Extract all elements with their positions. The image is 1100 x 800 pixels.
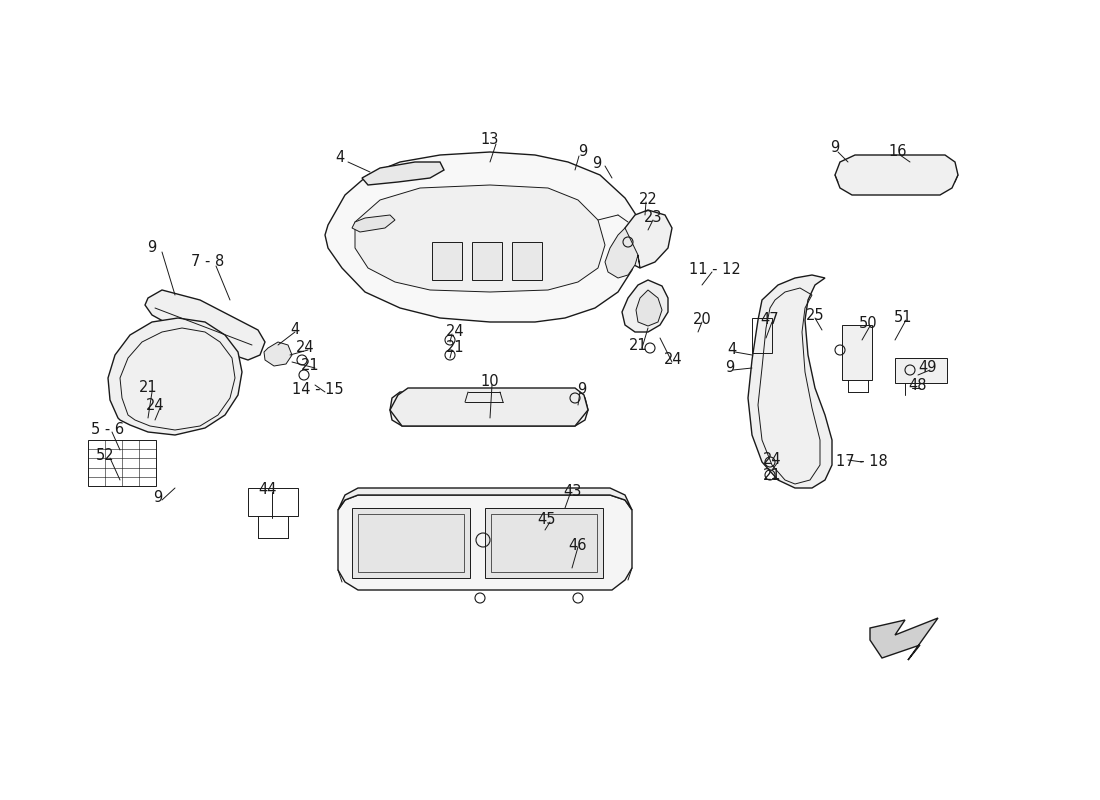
Bar xyxy=(472,242,502,280)
Text: 9: 9 xyxy=(579,145,587,159)
Bar xyxy=(352,508,470,578)
Text: 24: 24 xyxy=(446,325,464,339)
Text: 24: 24 xyxy=(762,453,781,467)
Text: 16: 16 xyxy=(889,145,908,159)
Text: 9: 9 xyxy=(147,241,156,255)
Text: 4: 4 xyxy=(336,150,344,166)
Polygon shape xyxy=(605,228,640,278)
Text: 21: 21 xyxy=(446,341,464,355)
Text: 25: 25 xyxy=(805,309,824,323)
Text: 4: 4 xyxy=(290,322,299,338)
Polygon shape xyxy=(636,290,662,326)
Bar xyxy=(752,318,772,353)
Polygon shape xyxy=(264,342,292,366)
Polygon shape xyxy=(108,318,242,435)
Text: 23: 23 xyxy=(644,210,662,226)
Text: 22: 22 xyxy=(639,193,658,207)
Polygon shape xyxy=(748,275,832,488)
Polygon shape xyxy=(145,290,265,360)
Text: 51: 51 xyxy=(893,310,912,326)
Text: 21: 21 xyxy=(300,358,319,374)
Text: 43: 43 xyxy=(563,485,581,499)
Bar xyxy=(485,508,603,578)
Text: 14 - 15: 14 - 15 xyxy=(293,382,344,398)
Bar xyxy=(512,242,542,280)
Text: 48: 48 xyxy=(909,378,927,394)
Text: 24: 24 xyxy=(145,398,164,414)
Text: 21: 21 xyxy=(629,338,647,354)
Text: 46: 46 xyxy=(569,538,587,553)
Polygon shape xyxy=(352,215,395,232)
Text: 24: 24 xyxy=(296,341,315,355)
Text: 9: 9 xyxy=(725,361,735,375)
Text: 9: 9 xyxy=(830,141,839,155)
Bar xyxy=(88,440,156,486)
Text: 24: 24 xyxy=(663,353,682,367)
Text: 13: 13 xyxy=(481,133,499,147)
Polygon shape xyxy=(835,155,958,195)
Text: 49: 49 xyxy=(918,361,937,375)
Text: 7 - 8: 7 - 8 xyxy=(191,254,224,270)
Text: 10: 10 xyxy=(481,374,499,390)
Text: 20: 20 xyxy=(693,313,712,327)
Text: 44: 44 xyxy=(258,482,277,498)
Polygon shape xyxy=(621,280,668,332)
Text: 17 - 18: 17 - 18 xyxy=(836,454,888,470)
Text: 50: 50 xyxy=(859,317,878,331)
Polygon shape xyxy=(390,392,588,426)
Polygon shape xyxy=(324,152,640,322)
Polygon shape xyxy=(390,388,588,426)
Text: 45: 45 xyxy=(538,513,557,527)
Bar xyxy=(358,514,464,572)
Text: 11 - 12: 11 - 12 xyxy=(689,262,741,278)
Polygon shape xyxy=(870,618,938,660)
Text: 9: 9 xyxy=(593,155,602,170)
Text: 5 - 6: 5 - 6 xyxy=(91,422,124,438)
Polygon shape xyxy=(338,488,632,510)
Polygon shape xyxy=(355,185,605,292)
Text: 52: 52 xyxy=(96,449,114,463)
Polygon shape xyxy=(338,495,632,590)
Text: 9: 9 xyxy=(153,490,163,506)
Text: 47: 47 xyxy=(761,313,779,327)
Bar xyxy=(491,514,597,572)
Bar xyxy=(248,488,298,516)
Text: 21: 21 xyxy=(139,381,157,395)
Text: 21: 21 xyxy=(762,469,781,483)
Bar xyxy=(895,358,947,383)
Polygon shape xyxy=(362,162,444,185)
Bar xyxy=(842,325,872,380)
Text: 9: 9 xyxy=(578,382,586,398)
Polygon shape xyxy=(620,210,672,268)
Bar xyxy=(432,242,462,280)
Text: 4: 4 xyxy=(727,342,737,358)
